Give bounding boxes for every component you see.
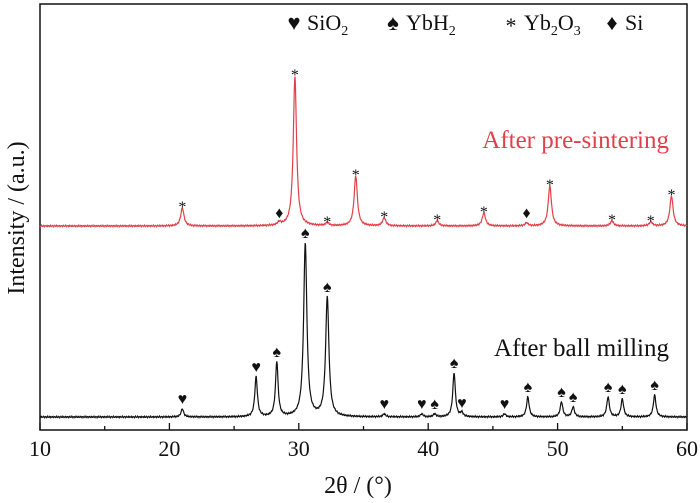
peak-marker: ♦ [522,205,530,222]
peak-marker: ♥ [500,396,510,413]
peak-marker: ♠ [524,379,533,396]
legend-label: SiO2 [307,10,348,39]
peak-markers: * ♦**** * * ♦** **♥♥♠♠♠♥ ♥ ♠♠♥ ♥♠ ♠ ♠♠ ♠ ♠ [178,67,676,413]
peak-marker: * [480,204,488,221]
peak-marker: ♥ [379,396,389,413]
legend-label: Si [625,10,643,35]
x-tick-label: 60 [676,436,698,461]
peak-marker: ♠ [569,389,578,406]
x-tick-label: 10 [29,436,51,461]
legend-label: YbH2 [406,10,456,39]
peak-marker: ♥ [251,359,261,376]
x-tick-label: 50 [547,436,569,461]
peak-marker: * [647,213,655,230]
x-axis-title: 2θ / (°) [324,473,392,499]
peak-marker: ♦ [275,205,283,222]
legend-symbol: ♥ [287,10,300,35]
x-tick-label: 20 [158,436,180,461]
peak-marker: * [608,212,616,229]
peak-marker: * [291,67,299,84]
series-line [39,242,688,420]
peak-marker: * [433,212,441,229]
peak-marker: ♠ [323,279,332,296]
peak-marker: * [667,187,675,204]
peak-marker: ♠ [650,377,659,394]
x-tick-label: 40 [417,436,439,461]
peak-marker: ♠ [618,381,627,398]
legend-entry: ♠ YbH2 [387,10,456,39]
peak-marker: ♥ [457,395,467,412]
peak-marker: * [546,177,554,194]
peak-marker: ♠ [557,384,566,401]
legend-symbol: ♠ [387,10,399,35]
peak-marker: ♠ [273,344,282,361]
peak-marker: * [323,214,331,231]
legend-symbol: * [506,13,517,38]
series-line [39,76,688,229]
series-layer [39,76,688,420]
peak-marker: * [352,167,360,184]
x-tick-label: 30 [288,436,310,461]
series-label-pre-sintering: After pre-sintering [482,127,669,154]
legend-entry: ♥ SiO2 [287,10,348,39]
peak-marker: ♠ [301,225,310,242]
y-axis-title: Intensity / (a.u.) [4,141,30,294]
legend-entry: ♦ Si [606,10,643,35]
peak-marker: ♥ [417,396,427,413]
legend-symbol: ♦ [606,10,617,35]
peak-marker: * [178,199,186,216]
legend-label: Yb2O3 [524,10,581,39]
peak-marker: * [380,209,388,226]
legend-entry: * Yb2O3 [506,10,581,39]
series-label-ball-milling: After ball milling [494,335,669,362]
peak-marker: ♠ [430,396,439,413]
plot-frame [39,3,688,431]
peak-marker: ♥ [178,391,188,408]
peak-marker: ♠ [604,379,613,396]
peak-marker: ♠ [450,355,459,372]
legend: ♥ SiO2 ♠ YbH2 * Yb2O3 ♦ Si [287,10,643,39]
x-ticks: 10 20 30 40 50 60 [29,423,698,461]
